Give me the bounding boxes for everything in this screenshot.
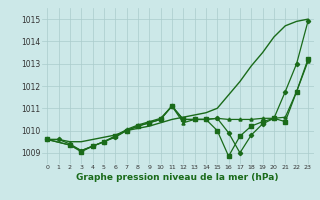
- X-axis label: Graphe pression niveau de la mer (hPa): Graphe pression niveau de la mer (hPa): [76, 173, 279, 182]
